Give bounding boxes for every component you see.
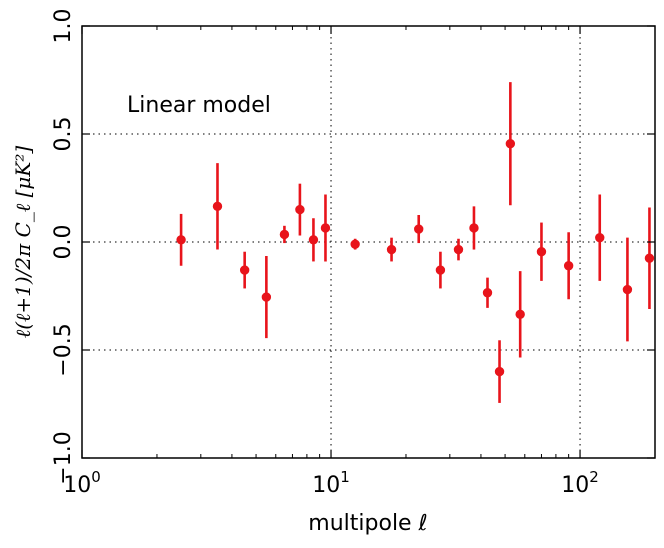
data-point [212, 201, 223, 212]
data-series [176, 82, 655, 403]
data-point [505, 139, 516, 149]
tick-labels: 100 101 102 −1.0 −0.5 0.0 0.5 1.0 [51, 9, 599, 499]
data-point [469, 223, 479, 233]
data-point [350, 239, 360, 249]
data-point [279, 229, 290, 240]
data-point [261, 292, 272, 302]
data-point [453, 244, 464, 255]
data-point [435, 265, 446, 275]
data-point [644, 253, 655, 263]
x-tick-label: 100 [63, 468, 101, 498]
x-tick-label: 102 [561, 468, 599, 498]
data-point [515, 309, 525, 320]
x-axis-title: multipole ℓ [308, 511, 427, 536]
data-point [386, 244, 397, 255]
data-point [308, 235, 319, 245]
y-tick-label: 0.0 [51, 225, 76, 260]
x-tick-label: 101 [312, 468, 350, 498]
data-point [320, 223, 331, 233]
data-point [622, 284, 633, 295]
data-point [239, 265, 250, 275]
data-point [595, 232, 605, 243]
data-point [536, 247, 547, 257]
annotation-linear-model: Linear model [127, 93, 271, 118]
y-tick-label: 1.0 [51, 9, 76, 44]
data-point [482, 288, 493, 298]
y-tick-label: 0.5 [51, 117, 76, 152]
data-point [414, 224, 424, 234]
y-tick-label: −1.0 [51, 431, 76, 484]
data-point [563, 261, 574, 271]
grid [82, 26, 655, 458]
data-point [494, 366, 505, 377]
y-tick-label: −0.5 [51, 323, 76, 376]
data-point [295, 204, 305, 215]
axis-ticks [81, 25, 655, 459]
y-axis-title: ℓ(ℓ+1)/2π C_ℓ [μK²] [11, 146, 35, 338]
data-point [176, 235, 186, 245]
